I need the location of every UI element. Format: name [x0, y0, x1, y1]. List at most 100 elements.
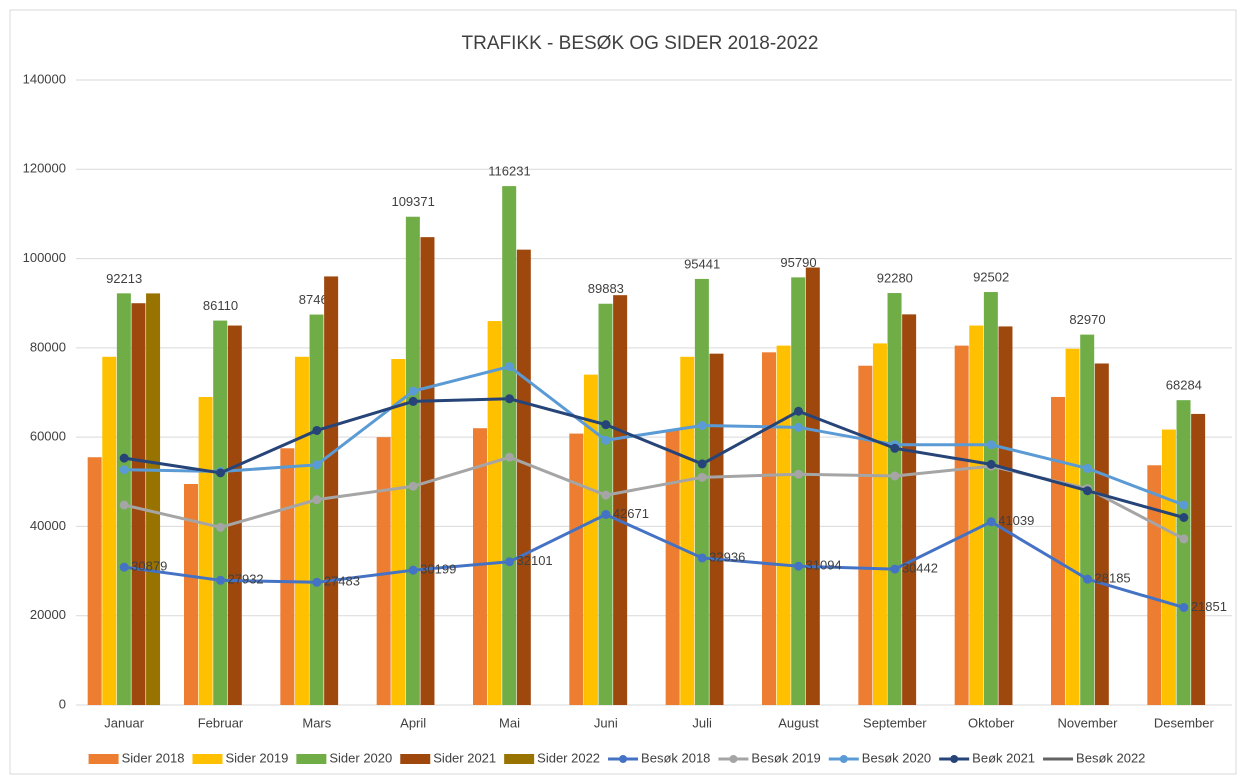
bar: [516, 249, 531, 705]
marker: [794, 469, 803, 479]
legend-swatch: [504, 754, 535, 764]
data-label: 30879: [131, 559, 167, 574]
data-label: 95790: [780, 255, 816, 270]
y-tick-label: 120000: [23, 161, 66, 176]
bar: [324, 276, 339, 705]
bar: [887, 293, 902, 705]
bar: [791, 277, 806, 705]
marker: [794, 422, 803, 432]
x-tick-label: Mars: [302, 715, 331, 730]
marker: [505, 394, 514, 404]
marker: [119, 500, 129, 510]
y-tick-label: 0: [59, 696, 66, 711]
data-label: 28185: [1095, 571, 1131, 586]
x-tick-label: Januar: [104, 715, 144, 730]
bar: [1080, 334, 1095, 705]
marker: [119, 453, 129, 463]
legend-swatch: [296, 754, 327, 764]
y-tick-label: 40000: [30, 518, 66, 533]
x-tick-label: Juli: [692, 715, 712, 730]
data-label: 41039: [998, 513, 1034, 528]
bar: [954, 345, 969, 705]
x-tick-label: September: [863, 715, 927, 730]
marker: [216, 575, 225, 585]
data-label: 42671: [613, 506, 649, 521]
bar: [102, 356, 117, 705]
marker: [986, 517, 996, 527]
legend-swatch: [88, 754, 119, 764]
marker: [312, 425, 322, 435]
marker: [505, 452, 514, 462]
data-label: 30199: [420, 562, 456, 577]
marker: [794, 406, 803, 416]
bar: [309, 314, 324, 705]
data-label: 92502: [973, 269, 1009, 284]
y-tick-label: 140000: [23, 71, 66, 86]
data-label: 32101: [517, 553, 553, 568]
marker: [119, 562, 129, 572]
legend-label: Besøk 2018: [641, 750, 710, 765]
bar: [998, 326, 1013, 705]
marker: [697, 459, 707, 469]
data-label: 92213: [106, 271, 142, 286]
bar: [805, 267, 820, 705]
y-tick-label: 20000: [30, 607, 66, 622]
legend-marker: [619, 755, 628, 763]
bar: [902, 314, 917, 705]
marker: [312, 460, 322, 470]
marker: [408, 565, 418, 575]
legend-label: Sider 2019: [225, 750, 288, 765]
data-label: 86110: [203, 298, 238, 313]
marker: [408, 386, 418, 396]
y-tick-label: 80000: [30, 339, 66, 354]
bar: [280, 448, 295, 705]
bar: [146, 293, 161, 705]
x-tick-label: Juni: [594, 715, 618, 730]
bar: [665, 430, 680, 705]
bar: [969, 325, 984, 705]
bar: [227, 325, 242, 705]
marker: [216, 522, 225, 532]
bar: [858, 365, 873, 705]
marker: [601, 510, 611, 520]
bar: [776, 345, 791, 705]
data-label: 32936: [709, 549, 745, 564]
marker: [216, 468, 225, 478]
data-label: 27483: [324, 574, 360, 589]
marker: [505, 557, 514, 567]
legend-label: Besøk 2020: [862, 750, 931, 765]
y-tick-label: 100000: [23, 250, 66, 265]
data-label: 109371: [391, 194, 434, 209]
bar: [131, 303, 146, 705]
marker: [697, 421, 707, 431]
x-tick-label: November: [1058, 715, 1119, 730]
bar: [376, 437, 391, 705]
bar: [583, 374, 598, 705]
legend-swatch: [192, 754, 223, 764]
bar: [1094, 363, 1109, 705]
bar: [198, 396, 213, 705]
marker: [601, 435, 611, 445]
marker: [986, 459, 996, 469]
x-tick-label: Oktober: [968, 715, 1015, 730]
bar: [983, 292, 998, 705]
data-label: 82970: [1069, 312, 1105, 327]
marker: [1179, 513, 1189, 522]
bar: [872, 343, 887, 705]
marker: [1083, 463, 1092, 473]
data-label: 30442: [902, 561, 938, 576]
bar: [709, 353, 724, 705]
bar: [694, 278, 709, 705]
marker: [312, 577, 322, 587]
bar: [502, 186, 517, 706]
legend-marker: [950, 755, 959, 763]
bar: [1176, 400, 1191, 705]
line: [124, 364, 1185, 507]
bar: [87, 457, 102, 705]
legend-marker: [729, 755, 738, 763]
x-tick-label: Mai: [499, 715, 520, 730]
legend-label: Besøk 2022: [1076, 750, 1145, 765]
legend-label: Besøk 2019: [751, 750, 820, 765]
bar: [420, 237, 435, 705]
marker: [697, 553, 707, 563]
